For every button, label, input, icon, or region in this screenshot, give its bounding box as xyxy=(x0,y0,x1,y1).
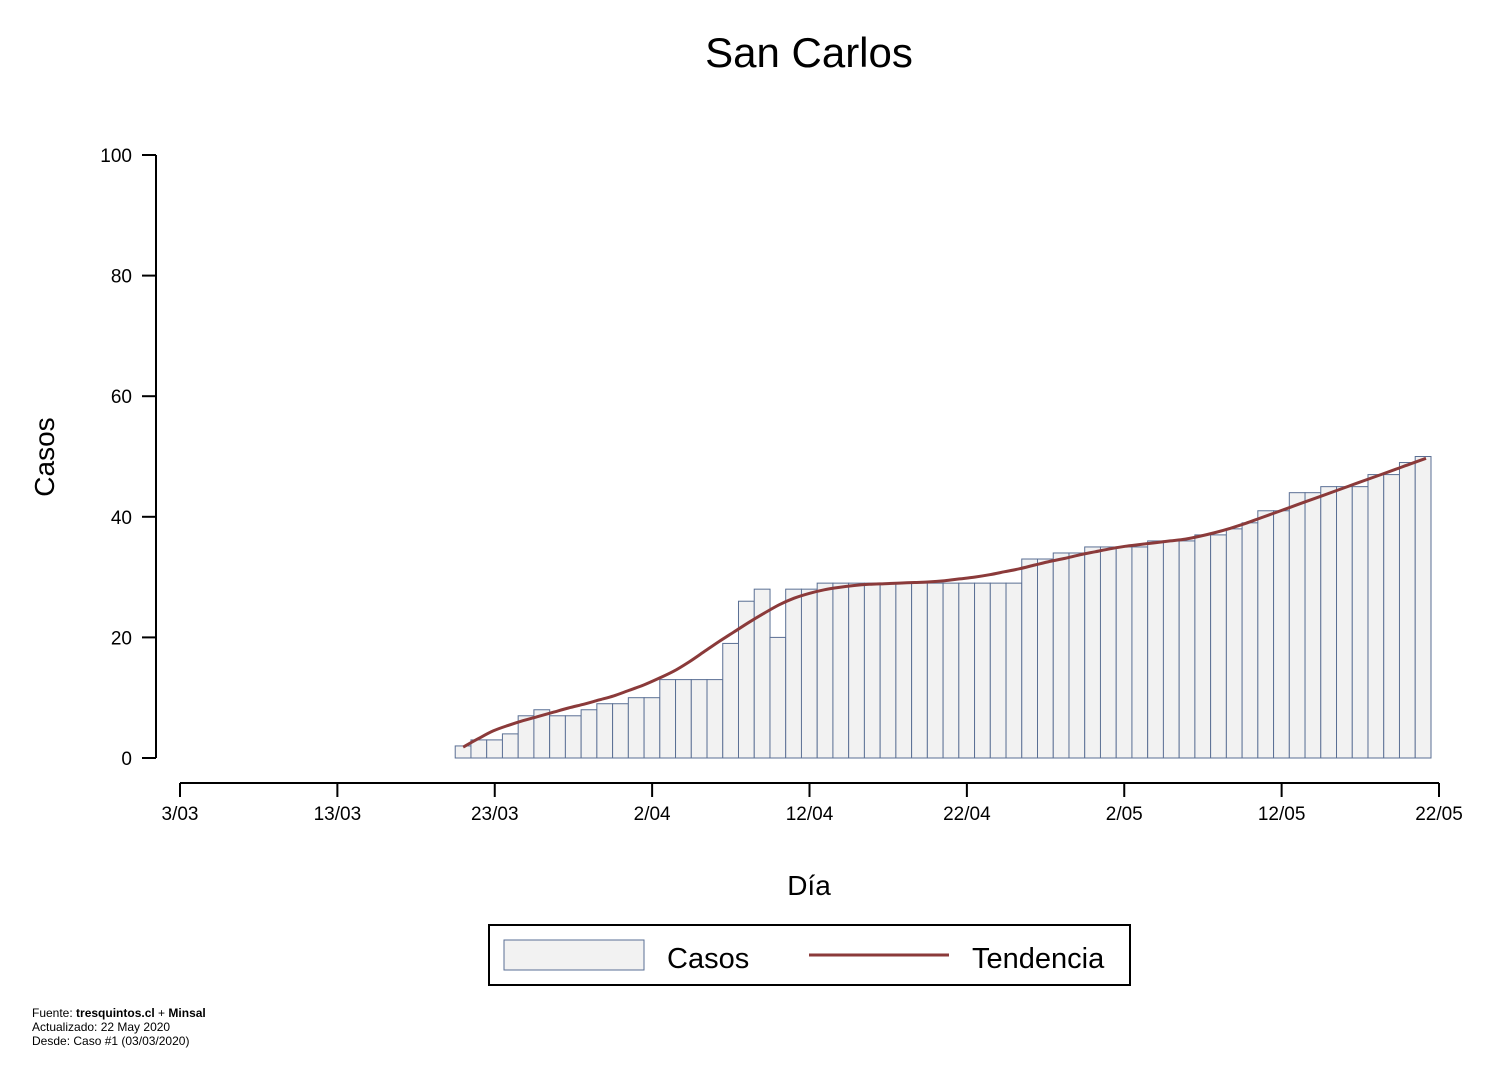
source-footer: Fuente: tresquintos.cl + Minsal Actualiz… xyxy=(32,1006,206,1048)
bar xyxy=(501,733,519,759)
y-tick-label: 60 xyxy=(111,387,132,408)
bar xyxy=(1304,492,1322,759)
bar xyxy=(1147,540,1164,759)
bar xyxy=(549,715,566,759)
bar xyxy=(659,679,677,759)
y-tick-label: 20 xyxy=(111,628,132,649)
x-tick-label: 12/05 xyxy=(1258,804,1306,825)
bar xyxy=(1383,474,1401,759)
x-tick-label: 3/03 xyxy=(162,804,199,825)
x-axis: 3/03 13/03 23/03 2/04 12/04 22/04 2/05 12/05 22/… xyxy=(162,782,1463,825)
legend: Casos Tendencia xyxy=(488,924,1131,986)
bar xyxy=(643,697,661,759)
bar xyxy=(1194,534,1212,759)
bar xyxy=(863,582,881,759)
bar xyxy=(1225,528,1243,759)
legend-label-casos: Casos xyxy=(667,943,749,975)
bar xyxy=(911,582,928,759)
bar xyxy=(454,745,472,759)
bar xyxy=(848,582,865,759)
bar xyxy=(1162,540,1180,759)
bar xyxy=(1398,462,1416,759)
x-axis-title: Día xyxy=(787,870,831,901)
legend-swatch-casos xyxy=(503,939,645,971)
bar xyxy=(690,679,708,759)
bar xyxy=(1241,522,1259,759)
bar xyxy=(1005,582,1023,759)
bar xyxy=(816,582,834,759)
bar xyxy=(1210,534,1227,759)
bar xyxy=(1099,546,1117,759)
bar xyxy=(1273,510,1290,759)
bar xyxy=(832,582,850,759)
bar xyxy=(1320,486,1338,759)
y-tick-label: 100 xyxy=(100,146,132,167)
bar xyxy=(942,582,960,759)
footer-updated: Actualizado: 22 May 2020 xyxy=(32,1020,171,1034)
bar xyxy=(1037,558,1054,759)
chart-title: San Carlos xyxy=(705,29,913,76)
x-tick-label: 2/05 xyxy=(1106,804,1143,825)
bar xyxy=(1052,552,1070,759)
bar xyxy=(1288,492,1306,759)
bar xyxy=(706,679,724,759)
y-axis-title: Casos xyxy=(29,417,60,496)
bar xyxy=(580,709,598,759)
y-tick-label: 40 xyxy=(111,508,132,529)
footer-since: Desde: Caso #1 (03/03/2020) xyxy=(32,1034,190,1048)
bar xyxy=(1414,456,1432,759)
bar xyxy=(1367,474,1385,759)
bar xyxy=(486,739,503,759)
x-tick-label: 2/04 xyxy=(634,804,671,825)
footer-source: Fuente: tresquintos.cl + Minsal xyxy=(32,1006,206,1020)
bar-series xyxy=(454,456,1432,759)
bar xyxy=(1336,486,1353,759)
bar xyxy=(958,582,976,759)
bar xyxy=(785,588,803,759)
bar xyxy=(1257,510,1275,759)
x-tick-label: 22/05 xyxy=(1415,804,1463,825)
y-tick-label: 80 xyxy=(111,267,132,288)
bar xyxy=(1178,540,1196,759)
bar xyxy=(1351,486,1369,759)
x-tick-label: 13/03 xyxy=(314,804,362,825)
y-tick-label: 0 xyxy=(121,749,132,770)
footer-source-site: tresquintos.cl xyxy=(76,1006,155,1020)
footer-source-org: Minsal xyxy=(168,1006,206,1020)
bar xyxy=(675,679,692,759)
x-tick-label: 12/04 xyxy=(786,804,834,825)
x-tick-label: 23/03 xyxy=(471,804,519,825)
bar xyxy=(1131,546,1149,759)
y-axis: 0 20 40 60 80 100 xyxy=(100,146,157,770)
bar xyxy=(1084,546,1102,759)
bar xyxy=(1021,558,1039,759)
bar xyxy=(879,582,897,759)
bar xyxy=(895,582,913,759)
trend-line xyxy=(462,456,1427,749)
x-tick-label: 22/04 xyxy=(943,804,991,825)
bar xyxy=(564,715,582,759)
bar xyxy=(926,582,944,759)
bar xyxy=(800,588,818,759)
bar xyxy=(612,703,629,759)
bar xyxy=(1068,552,1086,759)
bar xyxy=(769,636,787,759)
bar xyxy=(1115,546,1133,759)
bar xyxy=(989,582,1007,759)
legend-label-tendencia: Tendencia xyxy=(972,943,1105,975)
bar xyxy=(596,703,614,759)
bar xyxy=(627,697,645,759)
bar xyxy=(974,582,991,759)
bar xyxy=(722,642,740,759)
